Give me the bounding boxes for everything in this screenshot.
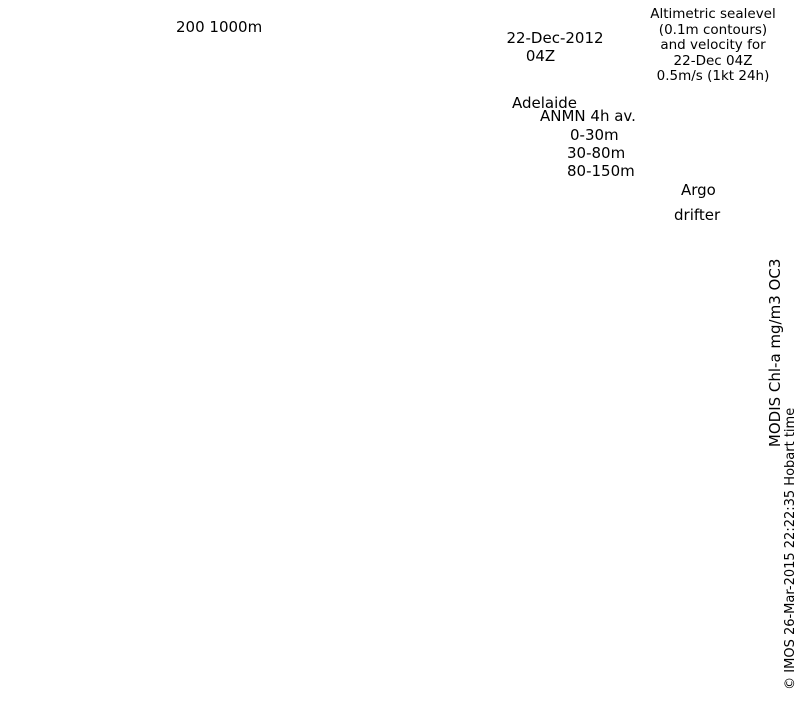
date-label: 22-Dec-2012 [506,29,604,47]
drifter-legend-label: drifter [674,206,721,224]
copyright-label: © IMOS 26-Mar-2015 22:22:35 Hobart time [783,407,799,690]
city-label: Adelaide [512,94,578,112]
anmn-legend-title: ANMN 4h av. [540,107,636,125]
altimetric-caption: Altimetric sealevel (0.1m contours) and … [632,6,794,85]
altimetric-line-4: 22-Dec 04Z [673,52,753,69]
altimetric-line-3: and velocity for [660,37,766,53]
argo-legend-label: Argo [681,181,716,199]
date-time-label: 04Z [525,47,556,65]
altimetric-line-5: 0.5m/s (1kt 24h) [656,68,770,84]
altimetric-line-2: (0.1m contours) [658,21,768,38]
anmn-depth-label-2: 30-80m [567,144,626,162]
scalebar-label: 200 1000m [176,18,263,36]
altimetric-line-1: Altimetric sealevel [650,6,776,22]
anmn-depth-label-1: 0-30m [570,126,619,144]
colorbar-title: MODIS Chl-a mg/m3 OC3 [766,258,785,448]
anmn-depth-label-3: 80-150m [567,162,635,180]
